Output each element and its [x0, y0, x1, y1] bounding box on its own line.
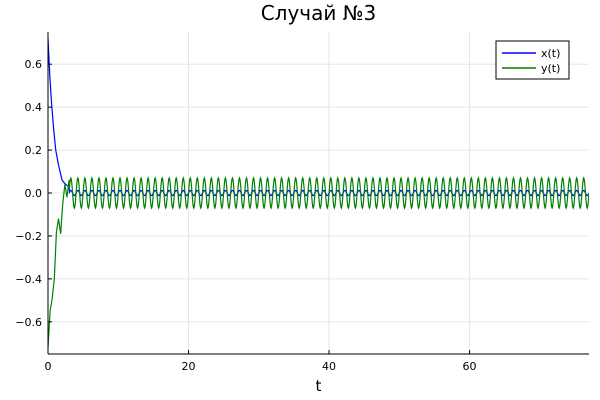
y-tick-label: 0.4 — [25, 101, 43, 114]
x-tick-label: 40 — [322, 360, 336, 373]
y-tick-label: −0.4 — [15, 273, 42, 286]
x-tick-label: 0 — [45, 360, 52, 373]
legend-box — [495, 40, 570, 80]
x-tick-label: 20 — [182, 360, 196, 373]
series-line-y — [48, 176, 589, 348]
x-axis-label: t — [316, 377, 322, 395]
chart-title: Случай №3 — [261, 1, 377, 25]
ticks: 0 20 40 60 0.6 0.4 0.2 0.0 −0.2 −0.4 −0.6 — [15, 58, 476, 373]
y-tick-label: −0.2 — [15, 230, 42, 243]
series-layer — [48, 38, 589, 348]
grid — [47, 32, 589, 354]
x-tick-label: 60 — [463, 360, 477, 373]
y-tick-label: −0.6 — [15, 316, 42, 329]
legend: x(t) y(t) — [495, 40, 570, 80]
legend-label: y(t) — [541, 62, 560, 75]
y-tick-label: 0.0 — [25, 187, 43, 200]
y-tick-label: 0.2 — [25, 144, 43, 157]
y-tick-label: 0.6 — [25, 58, 43, 71]
legend-label: x(t) — [541, 47, 560, 60]
